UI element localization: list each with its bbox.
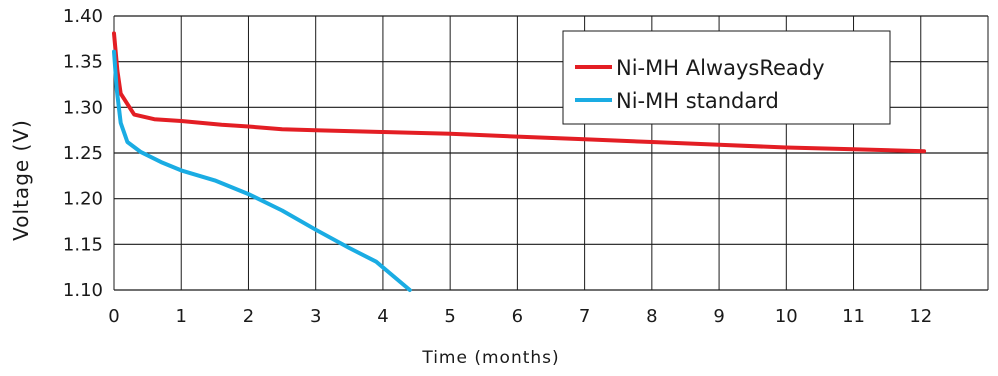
y-tick-label: 1.10: [63, 280, 103, 301]
legend-label-alwaysready: Ni-MH AlwaysReady: [616, 56, 825, 80]
series-line-standard: [112, 49, 412, 292]
series-line-alwaysready: [112, 31, 927, 154]
x-tick-label: 7: [579, 306, 590, 327]
x-axis-label: Time (months): [421, 348, 559, 368]
chart-series: [112, 31, 927, 292]
chart-ticks: 1.101.151.201.251.301.351.400 1 2 3 4 5 6 7 8 9 10…: [63, 6, 932, 327]
x-tick-label: 3: [310, 306, 321, 327]
y-tick-label: 1.35: [63, 52, 103, 73]
y-tick-label: 1.25: [63, 143, 103, 164]
x-tick-label: 4: [377, 306, 388, 327]
x-tick-label: 5: [444, 306, 455, 327]
x-tick-label: 0: [108, 306, 119, 327]
y-tick-label: 1.40: [63, 6, 103, 27]
y-tick-label: 1.20: [63, 189, 103, 210]
y-axis-label: Voltage (V): [9, 119, 33, 241]
x-tick-label: 9: [713, 306, 724, 327]
x-tick-label: 10: [775, 306, 798, 327]
y-tick-label: 1.15: [63, 234, 103, 255]
x-tick-label: 11: [842, 306, 865, 327]
x-tick-label: 2: [243, 306, 254, 327]
y-tick-label: 1.30: [63, 97, 103, 118]
legend-box: [562, 30, 891, 125]
x-tick-label: 8: [646, 306, 657, 327]
x-tick-label: 1: [176, 306, 187, 327]
legend-label-standard: Ni-MH standard: [616, 89, 779, 113]
x-tick-label: 12: [909, 306, 932, 327]
x-tick-label: 6: [512, 306, 523, 327]
chart-legend: Ni-MH AlwaysReady Ni-MH standard: [562, 30, 891, 125]
